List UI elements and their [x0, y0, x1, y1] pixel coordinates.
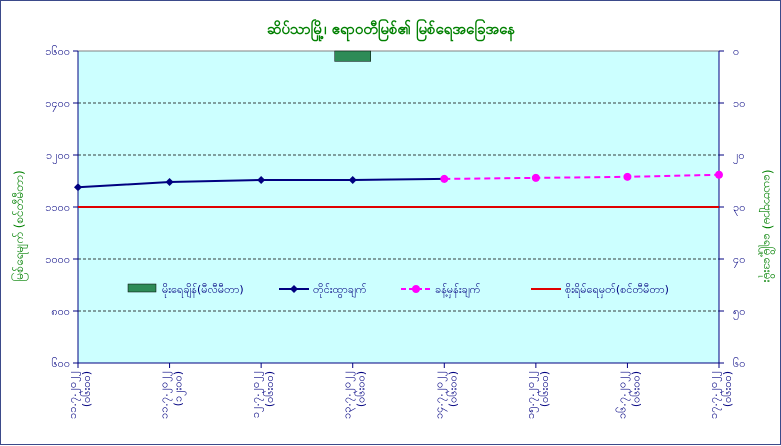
right-axis-title: (ယေဗာဗျာမ) ရေမြို့ဒေးမိုး: [758, 169, 777, 282]
right-tick-label: ၁၀: [733, 97, 745, 110]
observed-point: [74, 183, 82, 192]
legend-marker: [290, 285, 298, 293]
right-tick-label: ၀: [733, 45, 739, 58]
rainfall-bar: [334, 50, 371, 62]
right-tick-label: ၃၀: [733, 201, 745, 216]
forecast-point: [715, 170, 723, 179]
forecast-point: [623, 172, 632, 181]
x-tick-label: ၁၃.၇.၂၀၂၂(၀၆း၀၀): [341, 371, 368, 419]
left-tick-label: ၈၀၀: [51, 305, 70, 318]
x-tick-label: ၁၆.၇.၂၀၂၂(၀၆း၀၀): [615, 371, 642, 419]
legend-label: မိုးရေချိန်(မီလီမီတာ): [162, 283, 244, 298]
left-axis-title: မြစ်ရေမျက် (စင်တီမီတာ): [10, 170, 29, 281]
legend-label: စိုးရိမ်ရေမှတ်(စင်တီမီတာ): [565, 283, 669, 298]
legend-label: ခန့်မှန်းချက်: [435, 283, 481, 298]
x-tick-label: ၁၁.၇.၂၀၂၂(၁၂း၀၀): [158, 371, 187, 419]
observed-point: [348, 175, 357, 184]
forecast-point: [440, 174, 449, 183]
forecast-point: [531, 173, 540, 182]
left-tick-label: ၁၄၀၀: [45, 97, 70, 112]
left-tick-label: ၁၂၀၀: [46, 149, 70, 164]
legend: မိုးရေချိန်(မီလီမီတာ) တိုင်းထွာချက် ခန့်မှ…: [127, 283, 669, 298]
forecast-line: [444, 173, 720, 180]
right-tick-label: ၂၀: [733, 149, 745, 164]
x-tick-label: ၁၂.၇.၂၀၂၂(၀၆း၀၀): [249, 371, 276, 418]
legend-label: တိုင်းထွာချက်: [313, 283, 367, 298]
right-tick-label: ၄၀: [733, 253, 745, 268]
x-tick-label: ၁၇.၇.၂၀၂၂(၀၆း၀၀): [707, 371, 734, 419]
x-tick-label: ၁၅.၇.၂၀၂၂(၀၆း၀၀): [524, 371, 551, 419]
right-tick-label: ၆၀: [733, 357, 745, 370]
chart-title: ဆိပ်သာမြို့၊ ဧရာဝတီမြစ်၏ မြစ်ရေအခြေအနေ: [267, 18, 515, 42]
left-tick-label: ၆၀၀: [51, 357, 70, 370]
observed-point: [165, 178, 174, 187]
legend-marker: [412, 285, 420, 293]
left-tick-label: ၁၆၀၀: [45, 45, 70, 58]
legend-swatch-rainfall: [127, 283, 157, 293]
observed-point: [257, 175, 266, 184]
left-tick-label: ၁၁၀၀: [45, 201, 70, 214]
left-tick-label: ၁၀၀၀: [45, 253, 70, 266]
x-tick-label: ၁၁.၇.၂၀၂၂(၀၆း၀၀): [66, 371, 93, 419]
right-tick-label: ၅၀: [733, 305, 745, 320]
x-tick-label: ၁၄.၇.၂၀၂၂(၀၆း၀၀): [432, 371, 459, 419]
